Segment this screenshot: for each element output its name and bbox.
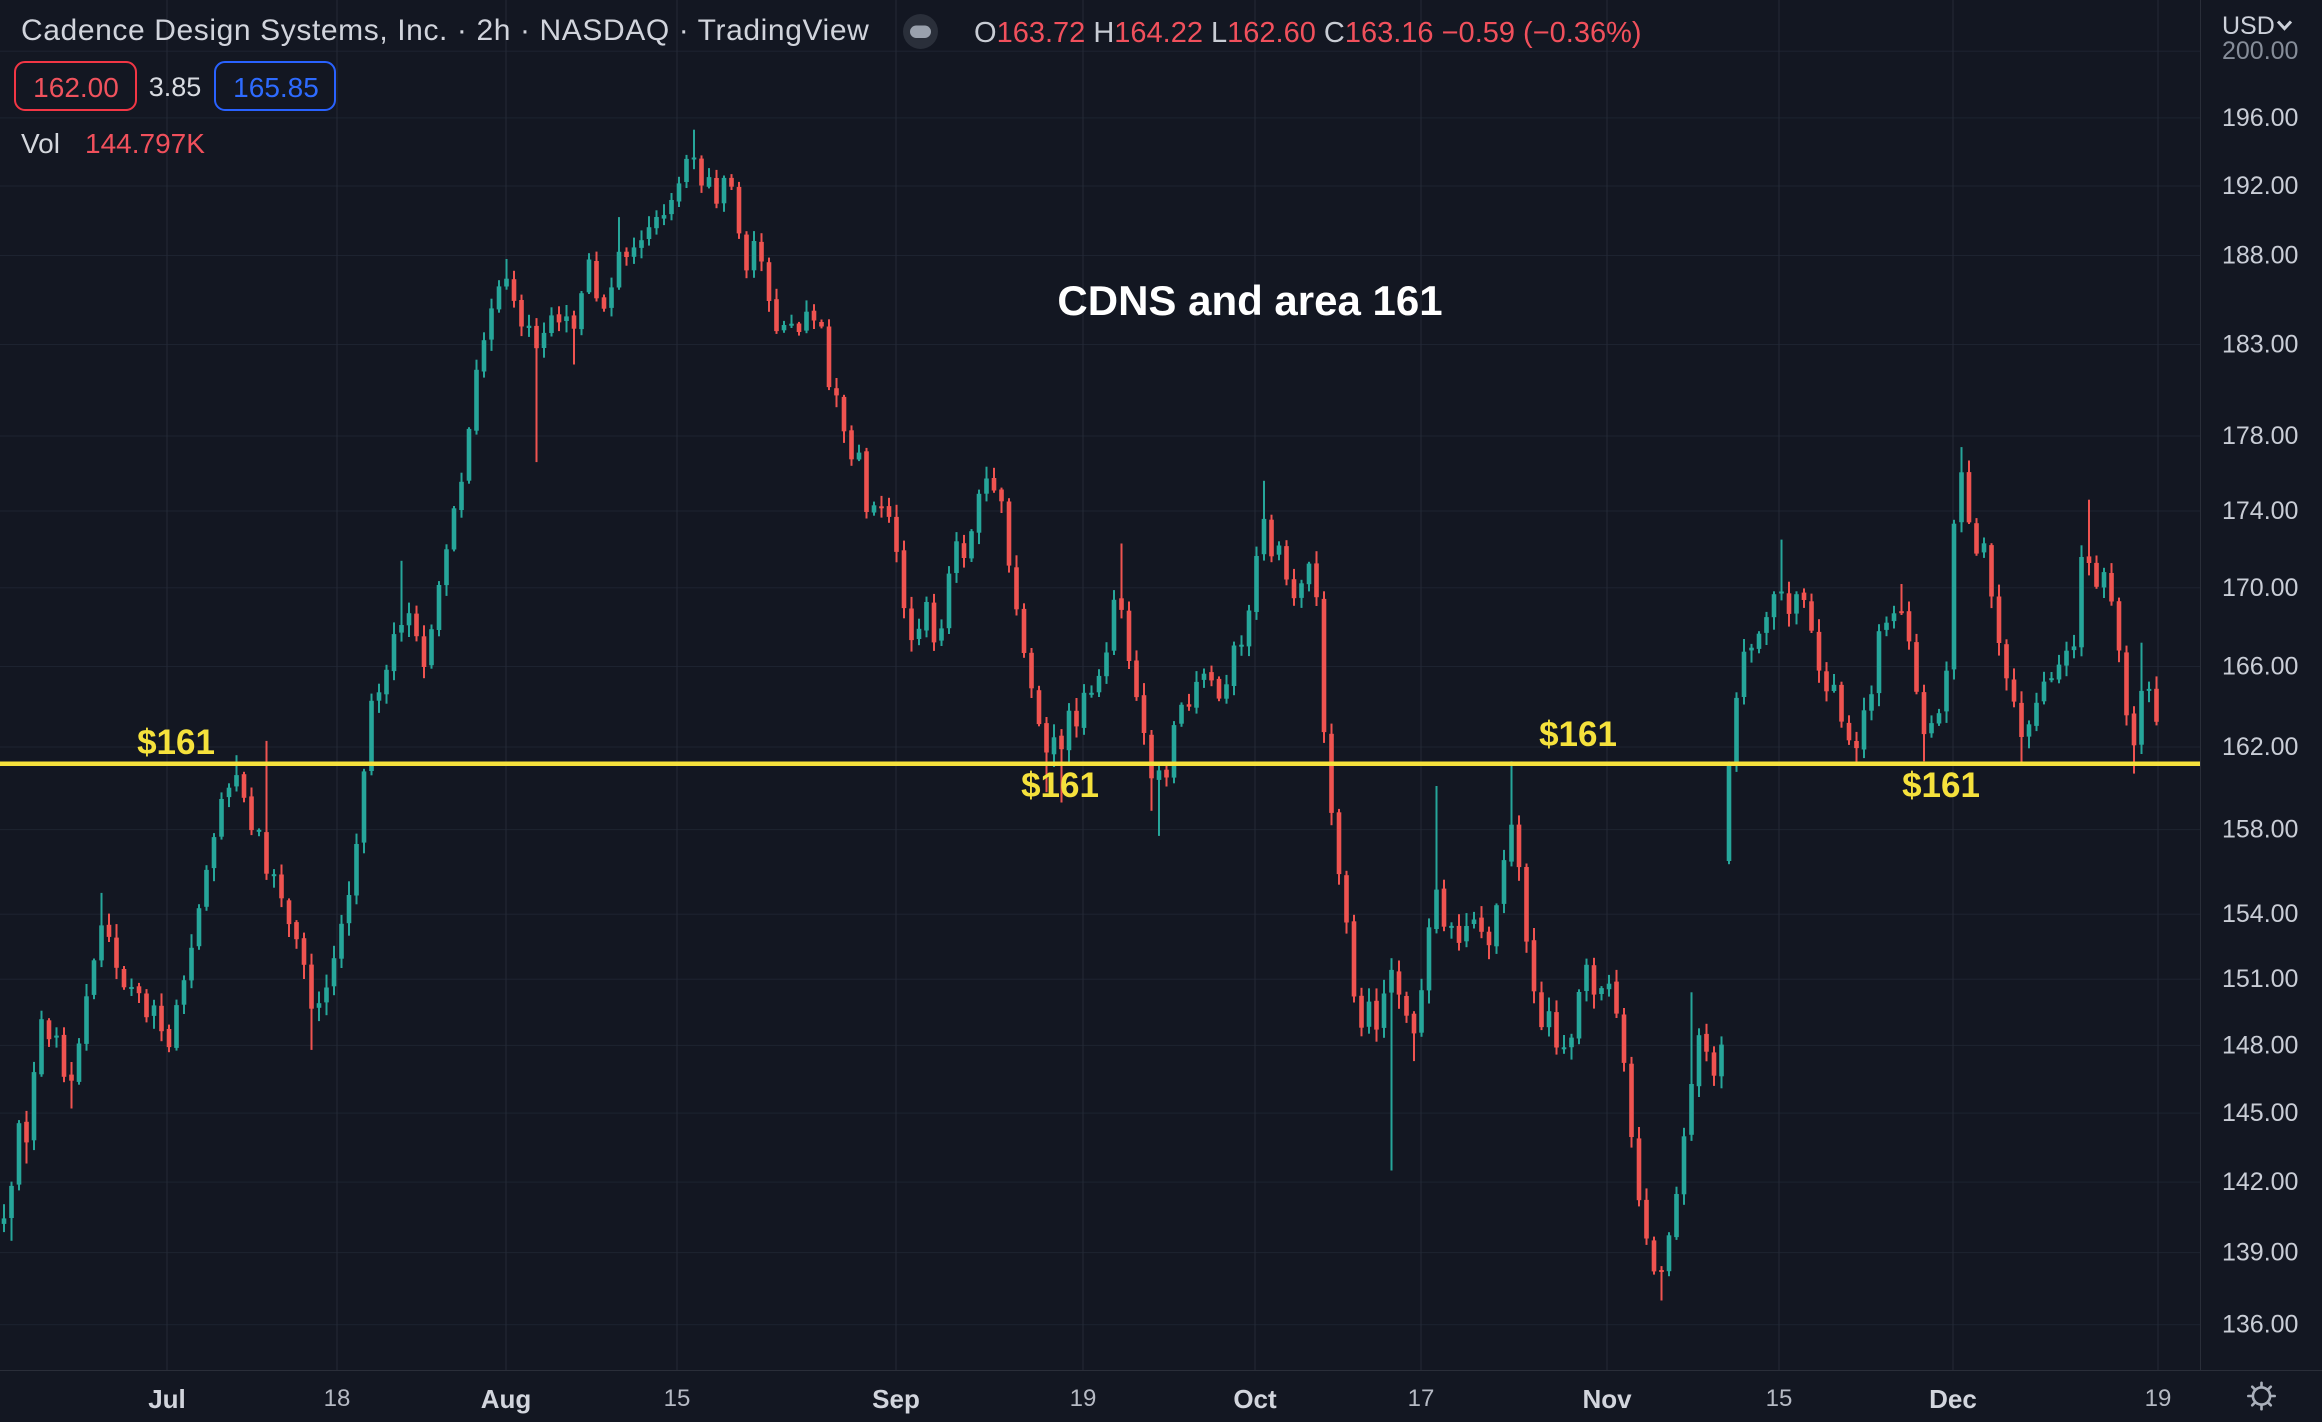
svg-text:CDNS and area 161: CDNS and area 161: [1057, 277, 1442, 324]
svg-text:18: 18: [324, 1385, 351, 1412]
svg-text:Aug: Aug: [481, 1384, 532, 1414]
svg-text:192.00: 192.00: [2222, 172, 2298, 200]
svg-text:Vol: Vol: [21, 128, 60, 159]
svg-text:Nov: Nov: [1582, 1384, 1632, 1414]
svg-text:170.00: 170.00: [2222, 574, 2298, 602]
svg-text:162.00: 162.00: [33, 72, 119, 103]
svg-text:15: 15: [1766, 1385, 1793, 1412]
svg-text:158.00: 158.00: [2222, 816, 2298, 844]
svg-text:$161: $161: [137, 723, 215, 762]
svg-text:148.00: 148.00: [2222, 1031, 2298, 1059]
svg-text:Dec: Dec: [1929, 1384, 1977, 1414]
svg-text:Jul: Jul: [148, 1384, 186, 1414]
svg-text:$161: $161: [1539, 715, 1617, 754]
svg-text:17: 17: [1408, 1385, 1435, 1412]
svg-text:15: 15: [664, 1385, 691, 1412]
svg-text:166.00: 166.00: [2222, 653, 2298, 681]
svg-text:144.797K: 144.797K: [85, 128, 205, 159]
svg-text:165.85: 165.85: [233, 72, 319, 103]
svg-text:142.00: 142.00: [2222, 1168, 2298, 1196]
svg-text:19: 19: [2145, 1385, 2172, 1412]
svg-text:$161: $161: [1902, 766, 1980, 805]
svg-text:USD: USD: [2222, 12, 2275, 40]
svg-text:174.00: 174.00: [2222, 497, 2298, 525]
svg-text:139.00: 139.00: [2222, 1239, 2298, 1267]
svg-text:151.00: 151.00: [2222, 965, 2298, 993]
svg-text:O163.72 H164.22 L162.60 C163.1: O163.72 H164.22 L162.60 C163.16 −0.59 (−…: [974, 17, 1642, 49]
svg-text:136.00: 136.00: [2222, 1311, 2298, 1339]
svg-text:145.00: 145.00: [2222, 1099, 2298, 1127]
svg-text:154.00: 154.00: [2222, 900, 2298, 928]
svg-text:Oct: Oct: [1233, 1384, 1277, 1414]
svg-text:196.00: 196.00: [2222, 104, 2298, 132]
svg-text:$161: $161: [1021, 766, 1099, 805]
svg-text:178.00: 178.00: [2222, 422, 2298, 450]
svg-text:Sep: Sep: [872, 1384, 920, 1414]
svg-text:Cadence Design Systems, Inc. ·: Cadence Design Systems, Inc. · 2h · NASD…: [21, 14, 869, 47]
svg-text:162.00: 162.00: [2222, 733, 2298, 761]
svg-text:200.00: 200.00: [2222, 37, 2298, 65]
svg-text:188.00: 188.00: [2222, 242, 2298, 270]
svg-text:3.85: 3.85: [149, 72, 202, 102]
svg-text:183.00: 183.00: [2222, 331, 2298, 359]
svg-text:19: 19: [1070, 1385, 1097, 1412]
